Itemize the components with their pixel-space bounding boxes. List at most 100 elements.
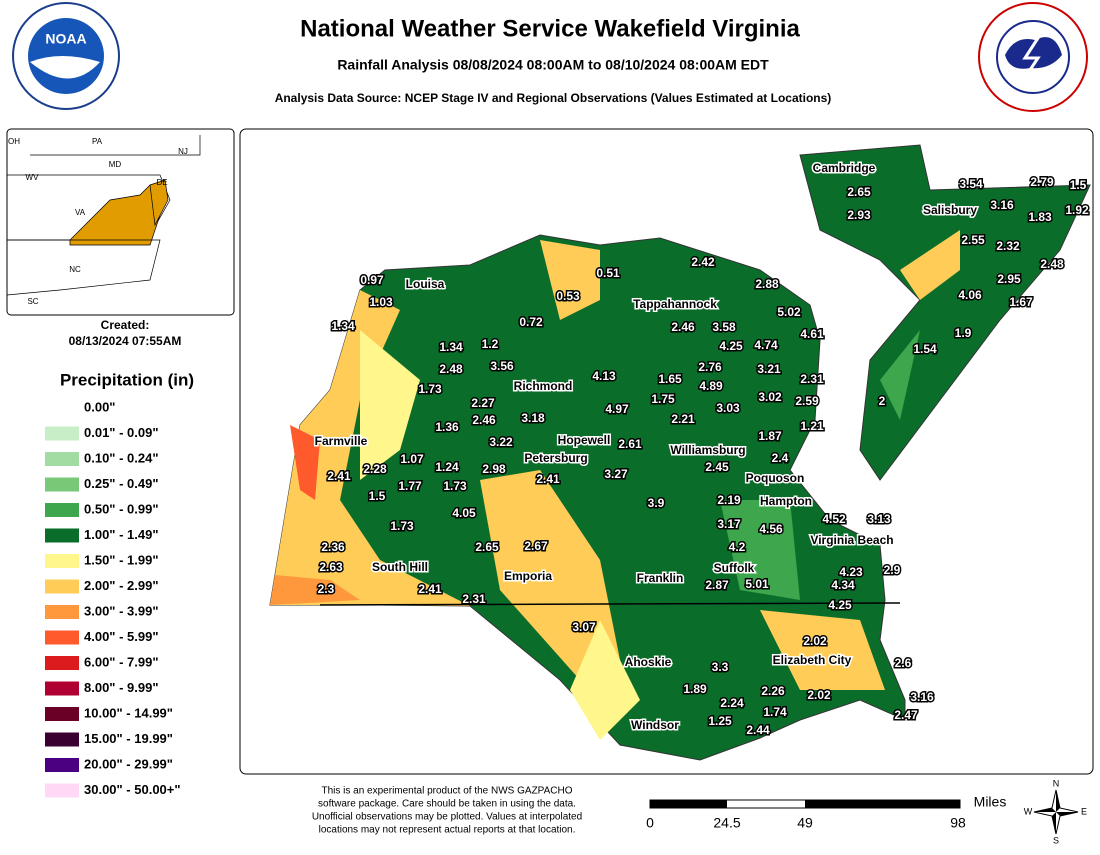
source: Analysis Data Source: NCEP Stage IV and …	[275, 91, 832, 105]
station-value: 4.34	[831, 578, 855, 592]
station-value: 1.9	[955, 326, 972, 340]
station-value: 2.41	[327, 469, 351, 483]
place-label: South Hill	[372, 560, 428, 574]
station-value: 0.72	[519, 315, 543, 329]
disclaimer-line: Unofficial observations may be plotted. …	[312, 812, 582, 823]
legend: 0.00" 0.01" - 0.09" 0.10" - 0.24" 0.25" - 0…	[45, 399, 181, 798]
station-value: 2.63	[319, 560, 343, 574]
station-value: 2.65	[475, 540, 499, 554]
place-label: Salisbury	[923, 203, 977, 217]
station-value: 3.21	[757, 362, 781, 376]
station-value: 2.31	[800, 372, 824, 386]
station-value: 2.24	[720, 696, 744, 710]
station-value: 2.45	[705, 460, 729, 474]
place-label: Elizabeth City	[773, 653, 852, 667]
place-label: Windsor	[631, 718, 679, 732]
station-value: 3.27	[604, 467, 628, 481]
legend-label: 15.00" - 19.99"	[84, 731, 173, 746]
station-value: 2.21	[671, 412, 695, 426]
station-value: 2.61	[618, 437, 642, 451]
station-value: 2.31	[462, 592, 486, 606]
station-value: 2.19	[717, 493, 741, 507]
logo-text: NOAA	[45, 31, 86, 47]
place-label: Franklin	[637, 571, 684, 585]
compass-letter: S	[1053, 835, 1059, 845]
station-value: 1.03	[369, 295, 393, 309]
station-value: 4.25	[719, 339, 743, 353]
subtitle: Rainfall Analysis 08/08/2024 08:00AM to …	[337, 57, 769, 73]
station-value: 0.51	[596, 266, 620, 280]
station-value: 1.5	[1070, 178, 1087, 192]
inset-state-label: WV	[26, 173, 40, 182]
legend-label: 3.00" - 3.99"	[84, 603, 158, 618]
station-value: 2.95	[997, 272, 1021, 286]
station-value: 2.26	[761, 684, 785, 698]
station-value: 3.56	[490, 359, 514, 373]
station-value: 1.2	[482, 337, 499, 351]
inset-map	[6, 128, 235, 316]
station-value: 2.4	[772, 451, 789, 465]
station-value: 3.07	[572, 620, 596, 634]
place-label: Ahoskie	[625, 655, 672, 669]
legend-label: 30.00" - 50.00+"	[84, 782, 181, 797]
station-value: 4.13	[592, 369, 616, 383]
station-value: 1.73	[418, 382, 442, 396]
compass-letter: N	[1053, 778, 1060, 788]
place-label: Hopewell	[558, 433, 611, 447]
legend-label: 10.00" - 14.99"	[84, 705, 173, 720]
station-value: 1.25	[708, 714, 732, 728]
station-value: 2.02	[807, 688, 831, 702]
station-value: 5.02	[777, 305, 801, 319]
station-value: 4.56	[759, 522, 783, 536]
scale-bar	[649, 799, 961, 809]
station-value: 2.88	[755, 277, 779, 291]
inset-state-label: MD	[109, 160, 122, 169]
station-value: 1.54	[913, 342, 937, 356]
station-value: 3.3	[712, 660, 729, 674]
station-value: 4.2	[729, 540, 746, 554]
station-value: 1.5	[369, 489, 386, 503]
inset-state-label: OH	[8, 137, 20, 146]
inset-state-label: DE	[156, 178, 167, 187]
legend-swatch	[45, 707, 79, 721]
place-label: Hampton	[760, 494, 812, 508]
station-value: 2	[879, 394, 886, 408]
station-value: 1.74	[763, 705, 787, 719]
legend-label: 8.00" - 9.99"	[84, 680, 158, 695]
station-value: 1.73	[390, 519, 414, 533]
station-value: 2.3	[318, 582, 335, 596]
station-value: 2.27	[471, 396, 495, 410]
place-label: Tappahannock	[633, 297, 717, 311]
legend-label: 20.00" - 29.99"	[84, 756, 173, 771]
station-value: 4.05	[452, 506, 476, 520]
legend-swatch	[45, 528, 79, 543]
station-value: 2.79	[1030, 175, 1054, 189]
station-value: 2.32	[996, 239, 1020, 253]
place-label: Farmville	[315, 434, 368, 448]
station-value: 1.34	[331, 319, 355, 333]
station-value: 1.34	[439, 340, 463, 354]
legend-label: 4.00" - 5.99"	[84, 629, 158, 644]
nws-logo	[978, 2, 1088, 112]
compass-rose	[1033, 789, 1079, 835]
legend-swatch	[45, 477, 79, 492]
scale-tick-label: 24.5	[713, 815, 740, 831]
station-value: 2.46	[671, 320, 695, 334]
inset-state-label: SC	[27, 297, 38, 306]
station-value: 2.67	[524, 539, 548, 553]
compass-letter: W	[1024, 806, 1033, 816]
legend-swatch	[45, 656, 79, 670]
scale-unit: Miles	[974, 794, 1007, 810]
legend-swatch	[45, 783, 79, 798]
station-value: 1.21	[800, 419, 824, 433]
station-value: 3.17	[717, 517, 741, 531]
legend-swatch	[45, 452, 79, 466]
legend-label: 0.50" - 0.99"	[84, 501, 158, 516]
legend-label: 0.00"	[84, 399, 115, 414]
station-value: 4.89	[699, 379, 723, 393]
legend-label: 2.00" - 2.99"	[84, 578, 158, 593]
station-value: 2.46	[472, 413, 496, 427]
station-value: 1.83	[1028, 210, 1052, 224]
station-value: 1.36	[435, 420, 459, 434]
station-value: 2.41	[418, 582, 442, 596]
